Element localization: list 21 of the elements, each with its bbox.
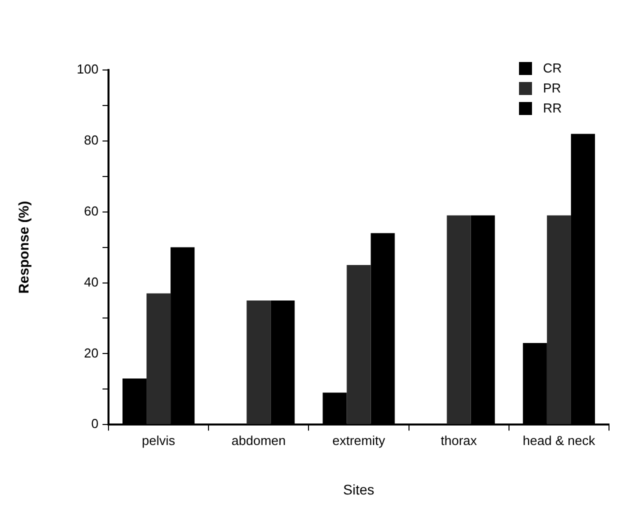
y-axis-title: Response (%): [15, 201, 32, 294]
bar: [446, 215, 471, 424]
y-tick-label: 80: [84, 132, 98, 148]
bar: [346, 265, 371, 424]
x-tick-label: thorax: [440, 432, 478, 448]
y-tick-label: 20: [84, 345, 98, 360]
x-tick-label: abdomen: [232, 432, 286, 448]
bar: [246, 300, 271, 424]
y-tick-label: 100: [76, 62, 98, 77]
bar: [146, 293, 171, 424]
legend-label: RR: [543, 100, 562, 116]
y-tick-label: 0: [91, 416, 98, 432]
x-axis-title: Sites: [343, 481, 374, 498]
legend-label: CR: [543, 60, 562, 76]
y-tick-label: 40: [84, 274, 98, 290]
bar: [546, 215, 571, 424]
legend-label: PR: [543, 80, 562, 96]
y-tick-label: 60: [84, 203, 98, 218]
x-tick-label: pelvis: [142, 432, 176, 448]
x-tick-label: head & neck: [522, 432, 596, 448]
x-tick-label: extremity: [332, 432, 386, 448]
